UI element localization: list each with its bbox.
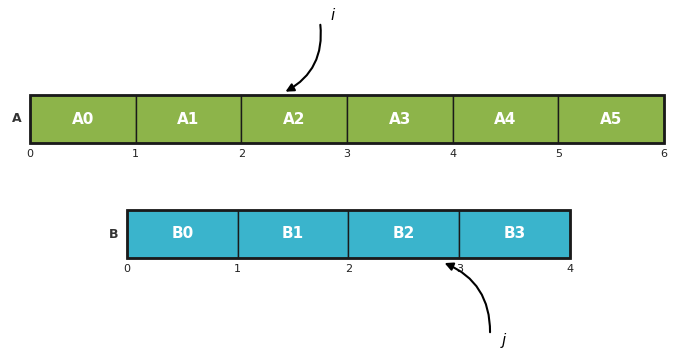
Text: B2: B2 [392, 227, 415, 242]
Text: B1: B1 [282, 227, 304, 242]
Text: B: B [108, 228, 118, 241]
Text: 0: 0 [26, 149, 33, 159]
Text: 3: 3 [343, 149, 350, 159]
Text: B0: B0 [171, 227, 193, 242]
Bar [238, 210, 348, 258]
Text: A0: A0 [72, 112, 94, 126]
Text: 5: 5 [555, 149, 562, 159]
Text: 4: 4 [567, 264, 574, 274]
Bar [347, 95, 453, 143]
Bar [30, 95, 664, 143]
Bar [241, 95, 347, 143]
Text: A1: A1 [178, 112, 200, 126]
Text: A4: A4 [494, 112, 517, 126]
Bar [558, 95, 664, 143]
Bar [127, 210, 238, 258]
Text: A3: A3 [388, 112, 411, 126]
Text: 2: 2 [345, 264, 352, 274]
Text: 2: 2 [238, 149, 245, 159]
Text: 1: 1 [132, 149, 139, 159]
Text: A: A [12, 112, 22, 126]
Bar [127, 210, 570, 258]
Text: B3: B3 [504, 227, 526, 242]
Text: 3: 3 [456, 264, 463, 274]
Text: i: i [330, 9, 334, 23]
Text: A2: A2 [283, 112, 305, 126]
Bar [460, 210, 570, 258]
Text: j: j [502, 332, 507, 348]
Text: A5: A5 [600, 112, 623, 126]
Bar [348, 210, 460, 258]
Bar [135, 95, 241, 143]
Text: 0: 0 [124, 264, 131, 274]
Text: 1: 1 [234, 264, 241, 274]
Bar [453, 95, 558, 143]
Bar [30, 95, 135, 143]
Text: 6: 6 [661, 149, 668, 159]
Text: 4: 4 [449, 149, 456, 159]
